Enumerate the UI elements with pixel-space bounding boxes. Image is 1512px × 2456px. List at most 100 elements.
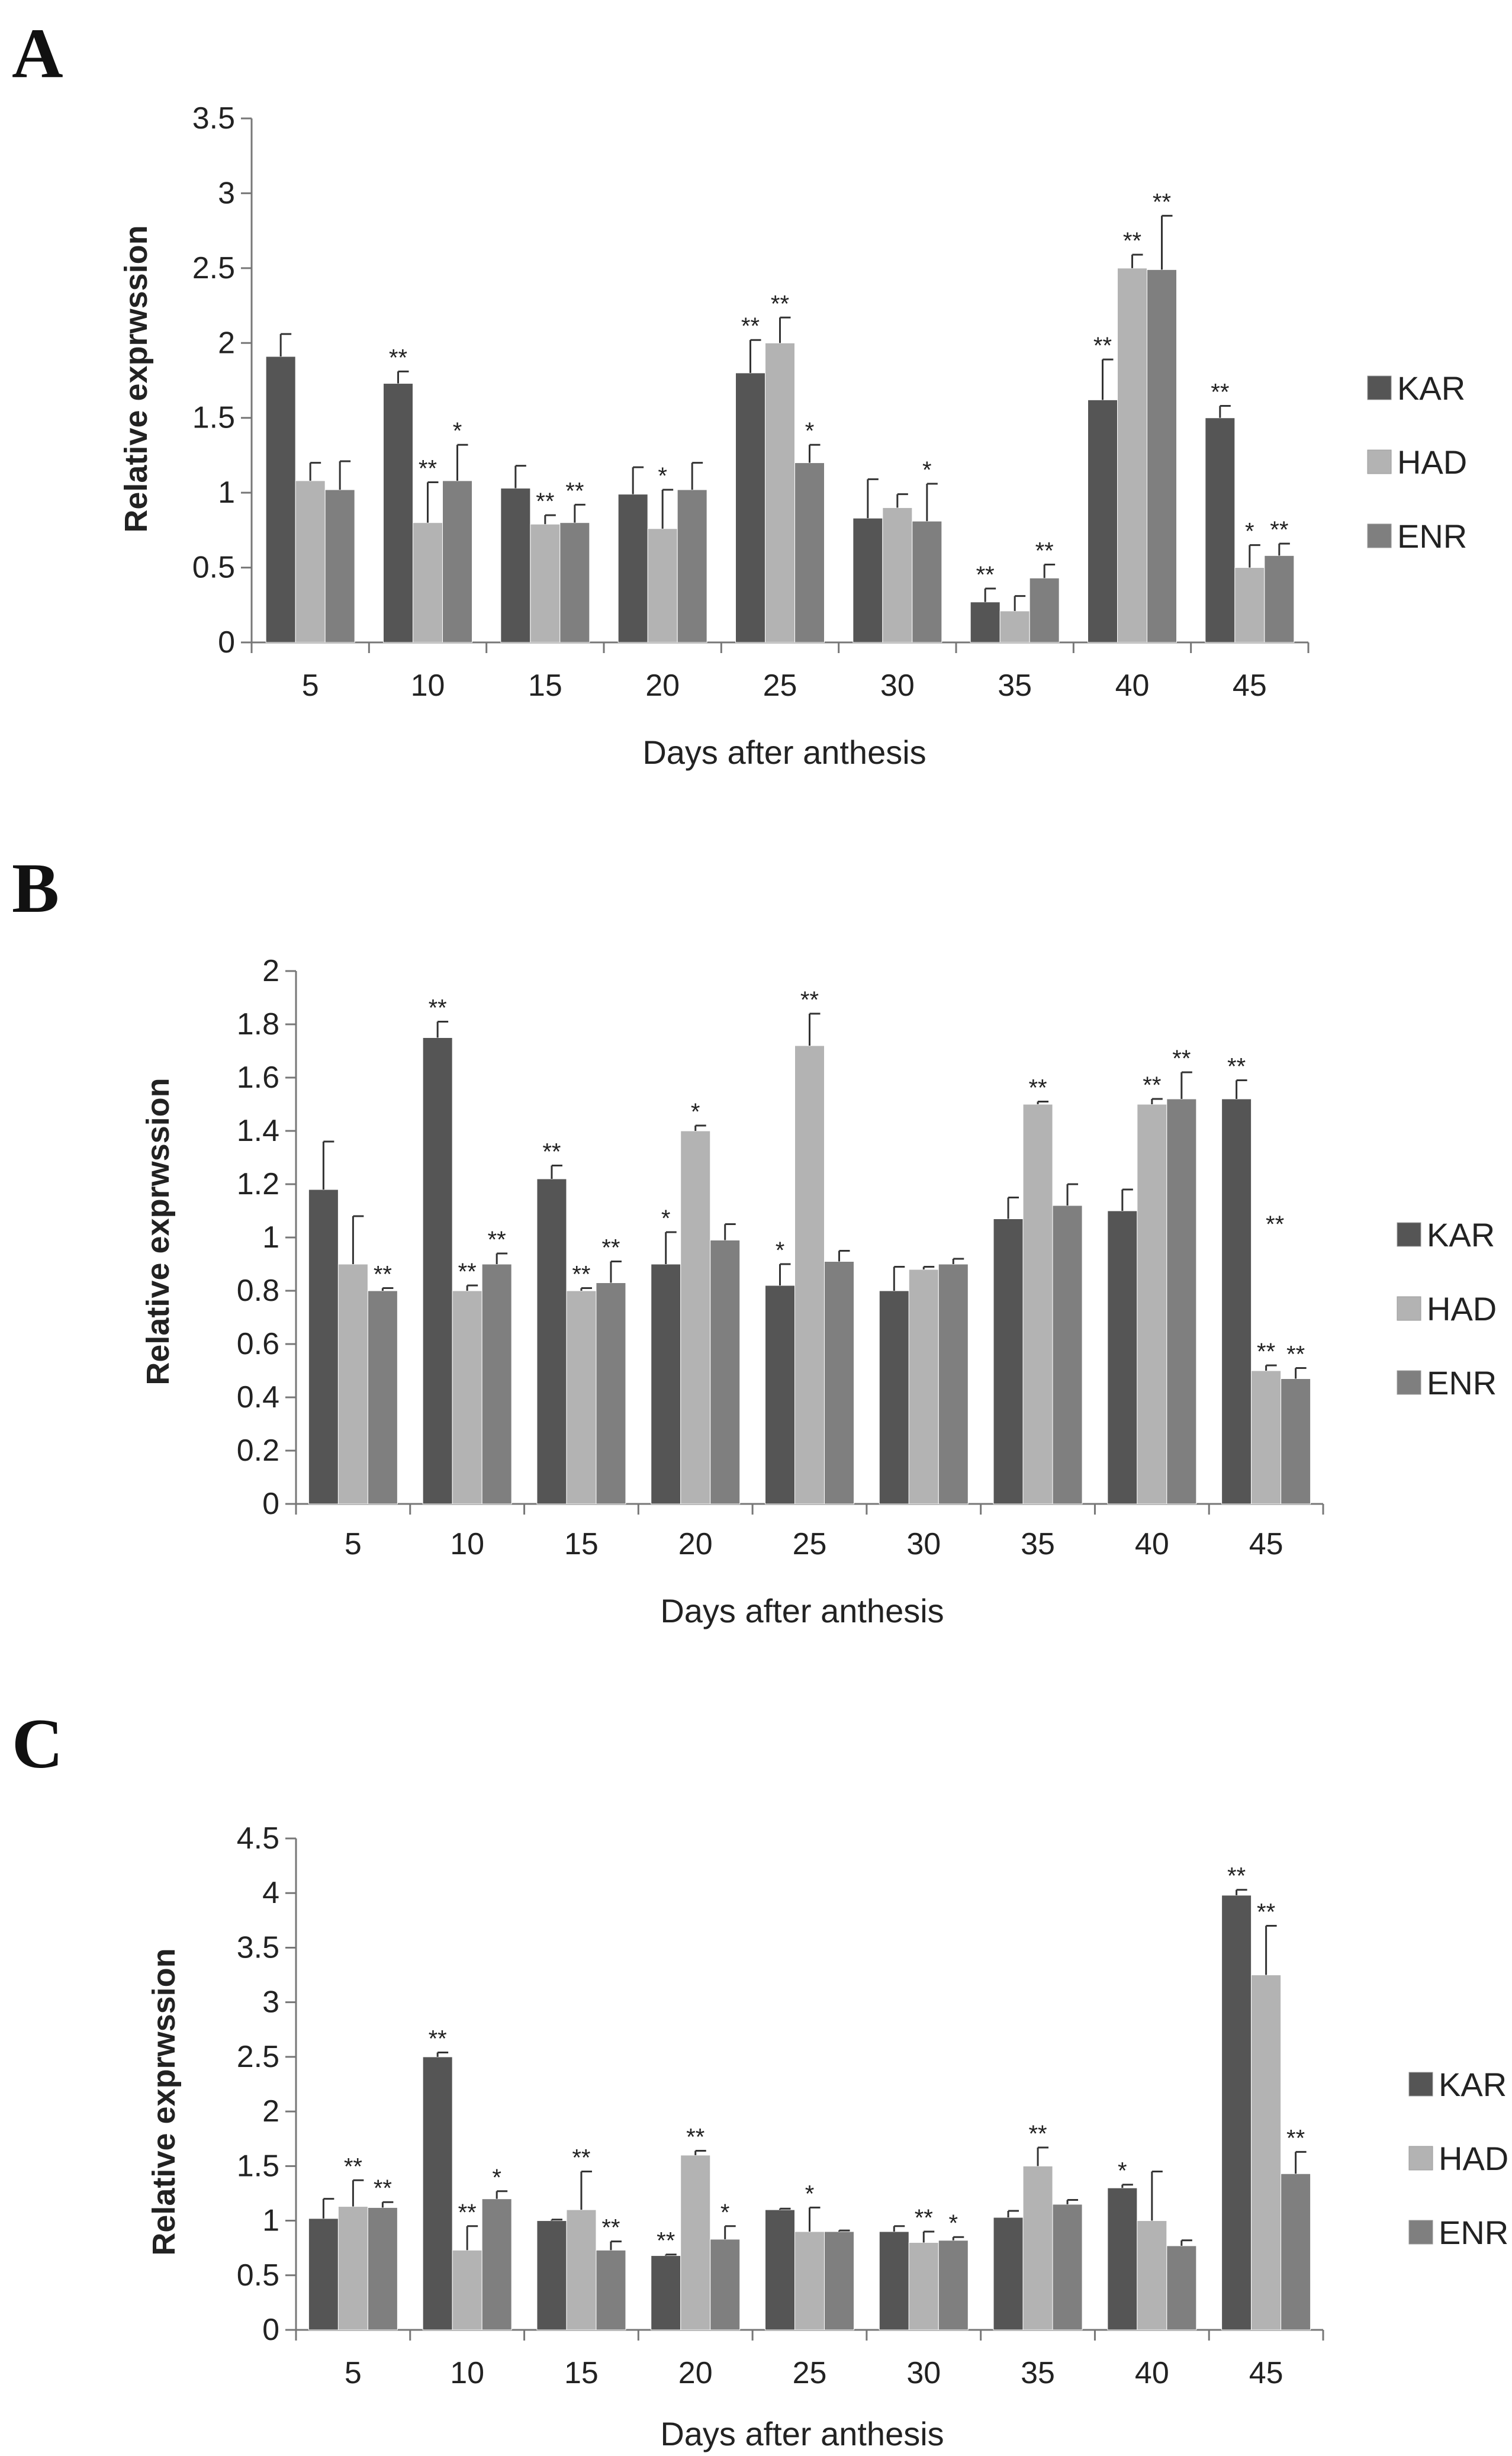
bar-enr-10 bbox=[481, 2198, 512, 2330]
legend-swatch-kar bbox=[1397, 1222, 1421, 1247]
bar-kar-25 bbox=[735, 372, 765, 643]
x-tick-label: 30 bbox=[880, 668, 915, 703]
bar-had-35 bbox=[1022, 1104, 1053, 1505]
significance-marker: ** bbox=[429, 2026, 447, 2052]
x-tick-label: 15 bbox=[528, 668, 562, 703]
bar-enr-25 bbox=[824, 2231, 854, 2330]
bar-kar-5 bbox=[308, 1189, 339, 1505]
legend-label-had: HAD bbox=[1439, 2140, 1508, 2177]
x-tick-label: 15 bbox=[564, 1527, 599, 1561]
significance-marker: ** bbox=[1227, 1863, 1246, 1889]
x-tick-label: 35 bbox=[998, 668, 1032, 703]
panel-c-letter: C bbox=[12, 1704, 63, 1783]
significance-marker: ** bbox=[458, 2200, 477, 2226]
bar-had-20 bbox=[680, 1130, 711, 1505]
panel-a-x-axis-title: Days after anthesis bbox=[642, 734, 926, 771]
bar-kar-30 bbox=[879, 2231, 909, 2330]
x-tick-label: 10 bbox=[411, 668, 445, 703]
y-tick-label: 2.5 bbox=[237, 2040, 279, 2074]
legend-label-kar: KAR bbox=[1427, 1216, 1495, 1253]
significance-marker: ** bbox=[1093, 333, 1112, 359]
bar-enr-35 bbox=[1029, 577, 1060, 643]
x-tick-label: 40 bbox=[1115, 668, 1150, 703]
bar-had-30 bbox=[882, 507, 913, 643]
x-tick-label: 5 bbox=[302, 668, 319, 703]
y-tick-label: 0.4 bbox=[237, 1380, 279, 1415]
bar-enr-30 bbox=[912, 520, 942, 643]
legend-label-kar: KAR bbox=[1397, 369, 1465, 407]
significance-marker: ** bbox=[565, 478, 584, 504]
significance-marker: ** bbox=[1153, 189, 1171, 215]
y-tick-label: 1.5 bbox=[192, 401, 235, 435]
bar-kar-40 bbox=[1107, 1210, 1138, 1505]
y-tick-label: 2.5 bbox=[192, 251, 235, 285]
significance-marker: * bbox=[776, 1237, 785, 1264]
significance-marker: ** bbox=[1143, 1072, 1161, 1098]
bar-had-20 bbox=[680, 2155, 711, 2330]
legend-label-enr: ENR bbox=[1397, 517, 1467, 555]
bar-had-45 bbox=[1251, 1975, 1282, 2330]
legend-swatch-had bbox=[1397, 1296, 1421, 1321]
x-tick-label: 10 bbox=[450, 2356, 484, 2390]
panel-a-bars: ******* ********************** ** bbox=[265, 189, 1295, 643]
significance-marker: ** bbox=[1035, 538, 1054, 564]
significance-marker: * bbox=[691, 1099, 700, 1125]
bar-had-20 bbox=[647, 528, 678, 643]
y-tick-label: 0.6 bbox=[237, 1327, 279, 1361]
significance-marker: ** bbox=[601, 1235, 620, 1261]
y-tick-label: 3.5 bbox=[237, 1930, 279, 1965]
bar-enr-40 bbox=[1166, 2245, 1197, 2330]
bar-kar-10 bbox=[422, 2056, 453, 2330]
panel-b-bars: ********************* **** **** **** bbox=[308, 987, 1311, 1505]
significance-marker: ** bbox=[1286, 2125, 1305, 2151]
bar-kar-45 bbox=[1221, 1098, 1252, 1505]
panel-c-bars: ********************* ********** bbox=[308, 1863, 1311, 2330]
bar-kar-25 bbox=[765, 2209, 795, 2330]
bar-kar-40 bbox=[1107, 2187, 1138, 2330]
bar-enr-45 bbox=[1281, 1378, 1311, 1505]
significance-marker: * bbox=[805, 418, 815, 444]
bar-enr-5 bbox=[367, 1290, 398, 1505]
bar-kar-35 bbox=[993, 2217, 1024, 2330]
significance-marker: ** bbox=[572, 1262, 590, 1288]
y-tick-label: 0.5 bbox=[192, 551, 235, 585]
significance-marker: ** bbox=[542, 1139, 561, 1165]
bar-had-25 bbox=[765, 342, 795, 643]
y-tick-label: 1.6 bbox=[237, 1060, 279, 1095]
significance-marker: ** bbox=[686, 2124, 704, 2150]
significance-marker: ** bbox=[915, 2205, 933, 2231]
panel-b: B 00.20.40.60.811.21.41.61.825 10 15 20 25 30… bbox=[12, 848, 1497, 1629]
legend-label-had: HAD bbox=[1397, 443, 1467, 481]
bar-had-40 bbox=[1117, 268, 1147, 643]
panel-b-legend: KAR HAD ENR bbox=[1397, 1216, 1497, 1401]
significance-marker: * bbox=[1118, 2158, 1127, 2184]
bar-enr-15 bbox=[596, 2249, 626, 2330]
bar-had-45 bbox=[1251, 1370, 1282, 1505]
bar-kar-30 bbox=[879, 1290, 909, 1505]
bar-kar-40 bbox=[1088, 399, 1118, 643]
legend-swatch-kar bbox=[1367, 375, 1392, 400]
legend-swatch-kar bbox=[1408, 2072, 1433, 2097]
significance-marker: ** bbox=[1257, 1339, 1275, 1365]
y-tick-label: 1 bbox=[262, 1220, 279, 1255]
y-tick-label: 0.5 bbox=[237, 2258, 279, 2293]
bar-had-5 bbox=[337, 2206, 368, 2330]
y-tick-label: 1 bbox=[262, 2204, 279, 2238]
bar-enr-35 bbox=[1052, 1205, 1083, 1505]
bar-kar-35 bbox=[993, 1219, 1024, 1505]
y-tick-label: 0 bbox=[262, 1487, 279, 1521]
x-tick-label: 35 bbox=[1021, 1527, 1055, 1561]
significance-marker: ** bbox=[1257, 1899, 1275, 1925]
significance-marker: ** bbox=[1266, 1211, 1284, 1237]
bar-enr-15 bbox=[559, 522, 590, 643]
y-tick-label: 0.2 bbox=[237, 1433, 279, 1468]
panel-b-letter: B bbox=[12, 848, 59, 927]
panel-a: A 00.511.522.533.55 10 15 20 25 30 35 40 45 ****… bbox=[12, 14, 1467, 771]
x-tick-label: 25 bbox=[763, 668, 797, 703]
significance-marker: ** bbox=[657, 2228, 675, 2254]
y-tick-label: 4.5 bbox=[237, 1821, 279, 1856]
significance-marker: ** bbox=[1172, 1046, 1191, 1072]
panel-c: C 00.511.522.533.544.55 10 15 20 25 30 35 40 45 … bbox=[12, 1704, 1508, 2452]
bar-enr-45 bbox=[1264, 555, 1295, 643]
